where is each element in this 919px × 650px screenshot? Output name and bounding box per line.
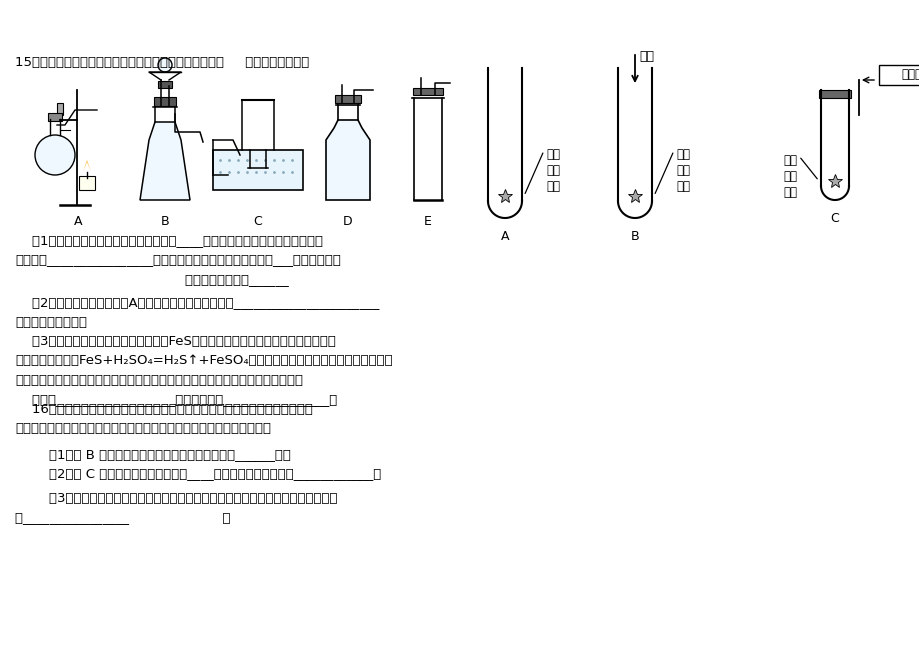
Bar — [413, 88, 443, 95]
Text: B: B — [630, 230, 639, 243]
Bar — [878, 65, 919, 85]
Bar — [79, 176, 95, 190]
Bar — [213, 150, 302, 190]
Text: 紫色
石蕊
纸花: 紫色 石蕊 纸花 — [675, 148, 689, 194]
Text: C: C — [830, 212, 838, 225]
Text: （2）在 C 实验中，紫色石蕊纸花变____色，这一实验结果说明____________。: （2）在 C 实验中，紫色石蕊纸花变____色，这一实验结果说明________… — [15, 467, 380, 480]
Text: A: A — [74, 215, 82, 228]
Bar — [153, 97, 176, 106]
Text: B: B — [161, 215, 169, 228]
Text: D: D — [343, 215, 352, 228]
Text: 通二氧化碳: 通二氧化碳 — [901, 68, 919, 81]
Text: （1）在 B 实验中，当加入水后，紫色石蕊纸花显______色。: （1）在 B 实验中，当加入水后，紫色石蕊纸花显______色。 — [15, 448, 290, 461]
Text: 紫色
石蕊
纸花: 紫色 石蕊 纸花 — [545, 148, 560, 194]
Bar — [335, 95, 360, 103]
Polygon shape — [83, 160, 91, 172]
Text: 16、某同学设计了一套验证碳酸具有酸性而二氧化碳没有酸性的实验。他首先
用紫色石蕊试液浸渍滤纸，晒干后折成纸花，然后按下图所示分别进行：: 16、某同学设计了一套验证碳酸具有酸性而二氧化碳没有酸性的实验。他首先 用紫色石… — [15, 403, 312, 436]
Text: 15、下图是实验室常用的制取气体的发生装置和收集装置     （用序号填空）。: 15、下图是实验室常用的制取气体的发生装置和收集装置 （用序号填空）。 — [15, 56, 309, 69]
Polygon shape — [325, 120, 369, 200]
Bar — [818, 90, 850, 98]
Text: C: C — [254, 215, 262, 228]
Circle shape — [158, 58, 172, 72]
Bar — [158, 81, 172, 88]
Text: A: A — [500, 230, 509, 243]
Circle shape — [35, 135, 75, 175]
Polygon shape — [140, 122, 190, 200]
Text: 加水: 加水 — [639, 50, 653, 63]
Bar — [57, 103, 62, 115]
Bar — [48, 113, 62, 121]
Text: E: E — [424, 215, 431, 228]
Text: （3）实验室常用块状固体硫化亚铁（FeS）和稀硫酸在常温下制取硫化氢气体，有
关化学方程式为：FeS+H₂SO₄=H₂S↑+FeSO₄，硫化氢气体是一种有臭鸡蛋: （3）实验室常用块状固体硫化亚铁（FeS）和稀硫酸在常温下制取硫化氢气体，有 关… — [15, 335, 392, 406]
Text: 紫色
石蕊
纸花: 紫色 石蕊 纸花 — [782, 154, 796, 199]
Text: （1）实验室制取二氧化碳的发生装置是____，用该发生装置制取氧气时，所用
的药品为________________实验室制取二氧化碳的收集装置为___；该收集: （1）实验室制取二氧化碳的发生装置是____，用该发生装置制取氧气时，所用 的药… — [15, 234, 341, 286]
Text: （3）通过以上实验，尚未达到验证的目的，若要达到验证的目的，你的改进方法
是________________                      。: （3）通过以上实验，尚未达到验证的目的，若要达到验证的目的，你的改进方法 是__… — [15, 492, 337, 525]
Text: （2）你所学过的知识中，A装置经过改进还可以用来做______________________
的实验（举一例）。: （2）你所学过的知识中，A装置经过改进还可以用来做_______________… — [15, 296, 379, 328]
